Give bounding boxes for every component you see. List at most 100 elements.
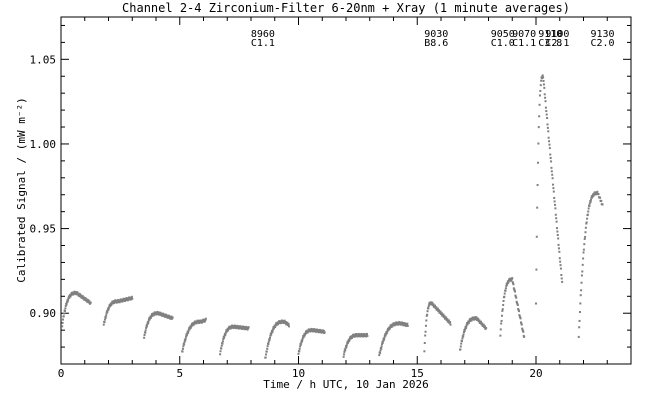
data-point — [298, 350, 301, 353]
data-point — [475, 316, 478, 319]
flare-annotation-text: C1.0 — [491, 38, 515, 49]
data-point — [286, 321, 289, 324]
data-point — [514, 294, 517, 297]
axis-tick-labels: 0 5 10 15 20 0.90 0.95 1.00 1.05 — [30, 53, 543, 380]
data-point — [391, 325, 394, 328]
data-point — [600, 200, 603, 203]
data-point — [546, 117, 549, 119]
data-point — [548, 147, 551, 150]
data-point — [485, 327, 488, 330]
data-point — [231, 324, 233, 327]
data-point — [61, 318, 64, 321]
data-point — [307, 328, 310, 331]
data-point — [147, 322, 150, 325]
data-point — [508, 279, 511, 282]
data-point — [447, 319, 450, 322]
data-point — [265, 350, 268, 353]
data-point — [62, 315, 65, 318]
data-point — [358, 333, 361, 336]
data-point — [587, 210, 590, 213]
data-point — [597, 193, 600, 196]
x-axis-label: Time / h UTC, 10 Jan 2026 — [263, 378, 429, 391]
data-point — [303, 334, 306, 337]
data-point — [501, 308, 504, 311]
data-point — [515, 300, 518, 303]
data-point — [194, 322, 197, 325]
data-point — [107, 308, 110, 311]
data-point — [521, 329, 524, 332]
data-point — [302, 336, 305, 339]
data-point — [153, 313, 156, 316]
data-point — [144, 329, 147, 332]
data-point — [406, 322, 409, 325]
data-point — [440, 312, 443, 315]
y-axis-label: Calibrated Signal / (mW m⁻²) — [15, 97, 28, 282]
data-point — [446, 318, 449, 321]
data-point — [181, 347, 184, 350]
data-point — [271, 331, 274, 334]
data-point — [73, 290, 76, 293]
data-point — [147, 320, 150, 323]
data-point — [167, 314, 170, 317]
data-point — [123, 297, 126, 300]
data-point — [363, 332, 366, 335]
data-point — [584, 231, 587, 234]
data-point — [163, 313, 166, 316]
data-point — [240, 325, 243, 328]
data-point — [342, 355, 345, 358]
data-point — [559, 267, 562, 270]
data-point — [277, 322, 280, 325]
data-point — [406, 324, 409, 327]
data-point — [426, 310, 429, 313]
data-point — [555, 220, 558, 223]
data-point — [479, 320, 482, 323]
data-point — [310, 327, 313, 330]
data-point — [343, 353, 346, 356]
data-point — [586, 217, 589, 220]
data-point — [300, 341, 303, 344]
data-point — [190, 325, 193, 328]
data-point — [103, 321, 106, 324]
data-point — [588, 204, 591, 207]
data-point — [542, 79, 545, 82]
data-point — [364, 333, 367, 336]
data-point — [547, 136, 550, 139]
data-point — [311, 328, 314, 331]
data-point — [463, 329, 466, 332]
data-point — [522, 330, 525, 333]
data-point — [236, 324, 239, 327]
data-point — [557, 237, 560, 240]
data-point — [71, 291, 74, 294]
data-point — [222, 338, 225, 341]
data-point — [194, 320, 197, 323]
data-point — [509, 277, 512, 280]
data-point — [554, 213, 557, 216]
data-point — [283, 319, 286, 322]
data-point — [282, 319, 285, 322]
data-point — [429, 301, 432, 304]
flare-annotation-text: 9130 — [590, 29, 614, 40]
data-point — [318, 328, 321, 331]
data-point — [512, 283, 515, 286]
data-point — [464, 327, 467, 330]
data-point — [105, 314, 108, 317]
data-point — [537, 126, 540, 129]
data-point — [556, 234, 559, 236]
data-point — [462, 331, 465, 334]
data-point — [400, 321, 403, 324]
data-point — [559, 264, 562, 267]
data-point — [535, 302, 537, 305]
data-point — [583, 237, 586, 240]
data-point — [103, 318, 106, 321]
data-point — [149, 316, 152, 319]
data-point — [548, 143, 551, 146]
data-point — [424, 334, 427, 337]
data-point — [557, 247, 560, 250]
data-point — [243, 326, 246, 329]
data-point — [513, 289, 516, 292]
data-point — [445, 316, 448, 319]
data-point — [535, 268, 538, 271]
data-point — [584, 235, 587, 238]
data-point — [536, 184, 539, 187]
data-point — [80, 294, 83, 297]
